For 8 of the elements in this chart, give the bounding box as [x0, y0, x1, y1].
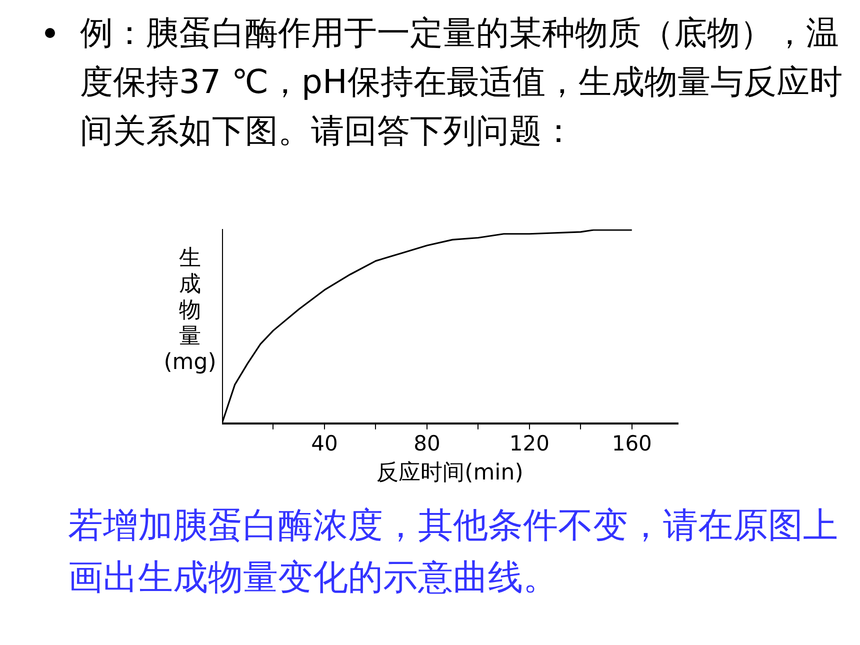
x-tick-label: 120 [509, 431, 550, 456]
y-axis-title: 生成物量(mg) [162, 246, 218, 376]
x-axis-title: 反应时间(min) [376, 460, 524, 486]
x-tick-label: 160 [612, 431, 652, 456]
text: 若增加胰蛋白酶浓度，其他条件不变，请在原图上画出生成物量变化的示意曲线。 [68, 505, 839, 600]
x-tick-label: 40 [311, 431, 338, 456]
x-tick-label: 80 [414, 431, 440, 456]
chart-title: 例：胰蛋白酶作用于一定量的某种物质（底物），温度保持37 ℃，pH保持在最适值，生成物量与反应时间关系如下图。请回答下列问题： [80, 12, 844, 152]
